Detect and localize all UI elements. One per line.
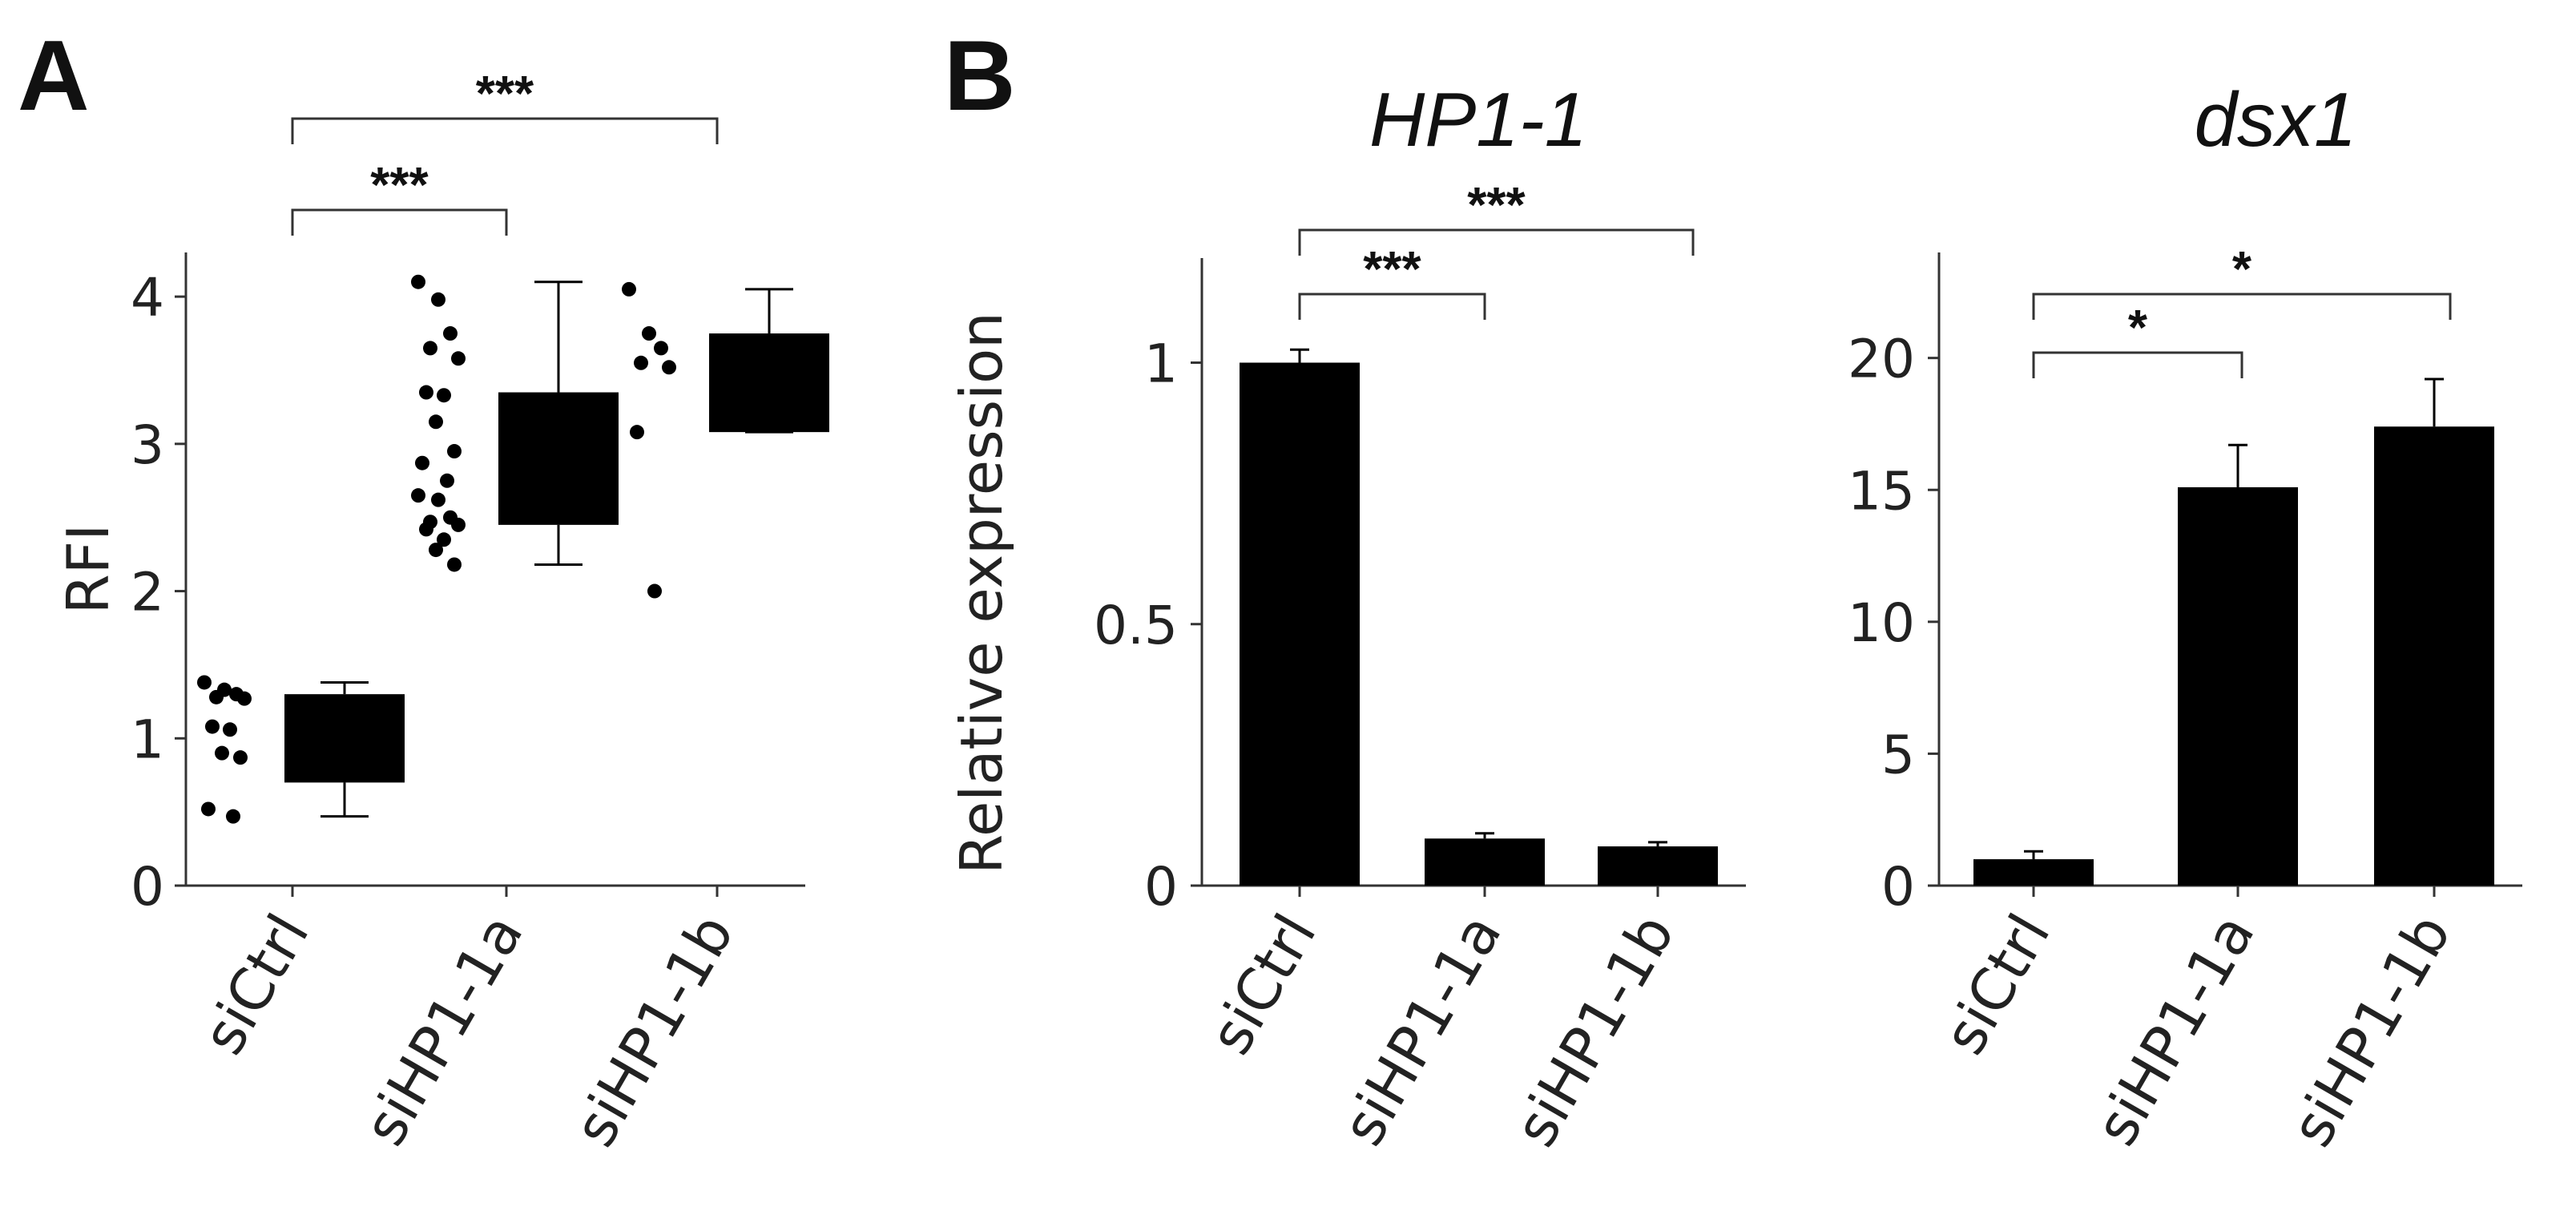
data-point xyxy=(437,532,451,547)
data-point xyxy=(431,492,445,507)
significance-bracket xyxy=(291,117,719,144)
y-tick-label: 10 xyxy=(1848,592,1915,654)
y-tick-label: 4 xyxy=(131,267,164,329)
x-category-label: siCtrl xyxy=(189,903,322,1066)
data-point xyxy=(622,281,636,297)
data-point xyxy=(201,801,216,817)
y-tick-label: 1 xyxy=(131,708,164,770)
chart-title: dsx1 xyxy=(2195,77,2357,163)
significance-label: *** xyxy=(476,67,534,122)
y-axis-label: RFI xyxy=(54,524,122,615)
y-tick-label: 15 xyxy=(1848,460,1915,522)
data-point xyxy=(654,341,668,356)
x-category-label: siHP1-1a xyxy=(2082,903,2268,1156)
data-point xyxy=(415,455,429,470)
data-point xyxy=(431,292,445,307)
bar xyxy=(2374,426,2494,886)
data-point xyxy=(215,745,229,761)
x-category-label: siCtrl xyxy=(1930,903,2063,1066)
y-tick-label: 0 xyxy=(1144,856,1178,918)
significance-bracket xyxy=(2032,293,2452,320)
chart-title: HP1-1 xyxy=(1369,77,1587,163)
y-tick-label: 0.5 xyxy=(1094,595,1178,656)
bar xyxy=(2178,486,2298,886)
x-category-label: siHP1-1b xyxy=(561,903,747,1158)
data-point xyxy=(443,326,458,341)
significance-bracket xyxy=(2032,351,2243,378)
data-point xyxy=(419,522,433,537)
data-point xyxy=(647,583,662,599)
data-point xyxy=(423,341,437,356)
chart-b-dsx1-bars: 0 5 10 15 20 dsx1 siCtrl siHP1-1a siHP1-1b * * xyxy=(1848,77,2522,1157)
data-point xyxy=(662,360,676,375)
data-point xyxy=(411,488,425,503)
bar xyxy=(1598,846,1718,886)
significance-bracket xyxy=(291,208,508,236)
x-category-label: siHP1-1a xyxy=(351,903,536,1156)
data-point xyxy=(197,675,212,690)
data-point xyxy=(429,414,443,430)
panel-label-b: B xyxy=(944,21,1016,131)
significance-label: *** xyxy=(1363,242,1421,297)
x-category-label: siCtrl xyxy=(1196,903,1329,1066)
bar xyxy=(1973,859,2094,886)
x-category-label: siHP1-1b xyxy=(1502,903,1687,1158)
y-axis-label: Relative expression xyxy=(948,312,1015,874)
y-tick-label: 0 xyxy=(1881,856,1915,918)
data-point xyxy=(440,473,454,488)
chart-a-rfi-boxplot: 0 1 2 3 4 RFI siCtrl siHP1-1a siHP1-1b *** *** xyxy=(54,67,829,1157)
data-point xyxy=(429,543,443,558)
box-iqr xyxy=(284,694,405,783)
data-point xyxy=(451,351,466,366)
y-tick-label: 3 xyxy=(131,414,164,476)
y-tick-label: 20 xyxy=(1848,329,1915,390)
significance-bracket xyxy=(1298,228,1695,256)
y-tick-label: 1 xyxy=(1144,333,1178,395)
data-point xyxy=(223,722,237,737)
bar xyxy=(1240,362,1360,886)
data-point xyxy=(437,388,451,403)
data-point xyxy=(419,385,433,400)
data-point xyxy=(209,689,224,704)
data-point xyxy=(233,750,248,765)
significance-label: * xyxy=(2128,301,2148,356)
y-tick-label: 2 xyxy=(131,562,164,624)
significance-label: *** xyxy=(370,158,429,213)
data-point xyxy=(447,444,462,459)
data-point xyxy=(642,326,656,341)
significance-bracket xyxy=(1298,293,1486,320)
data-point xyxy=(630,425,644,440)
data-point xyxy=(411,274,425,289)
panel-label-a: A xyxy=(18,21,90,131)
bar xyxy=(1425,838,1545,886)
data-point xyxy=(226,809,240,824)
box-iqr xyxy=(709,333,829,433)
data-point xyxy=(634,355,648,370)
data-point xyxy=(205,719,220,734)
data-point xyxy=(447,557,462,572)
x-category-label: siHP1-1a xyxy=(1329,903,1514,1156)
data-point xyxy=(451,517,466,532)
y-tick-label: 5 xyxy=(1881,724,1915,785)
box-iqr xyxy=(498,392,619,525)
significance-label: *** xyxy=(1467,178,1526,233)
significance-label: * xyxy=(2232,242,2252,297)
data-point xyxy=(237,691,252,706)
y-tick-label: 0 xyxy=(131,856,164,918)
x-category-label: siHP1-1b xyxy=(2278,903,2464,1158)
